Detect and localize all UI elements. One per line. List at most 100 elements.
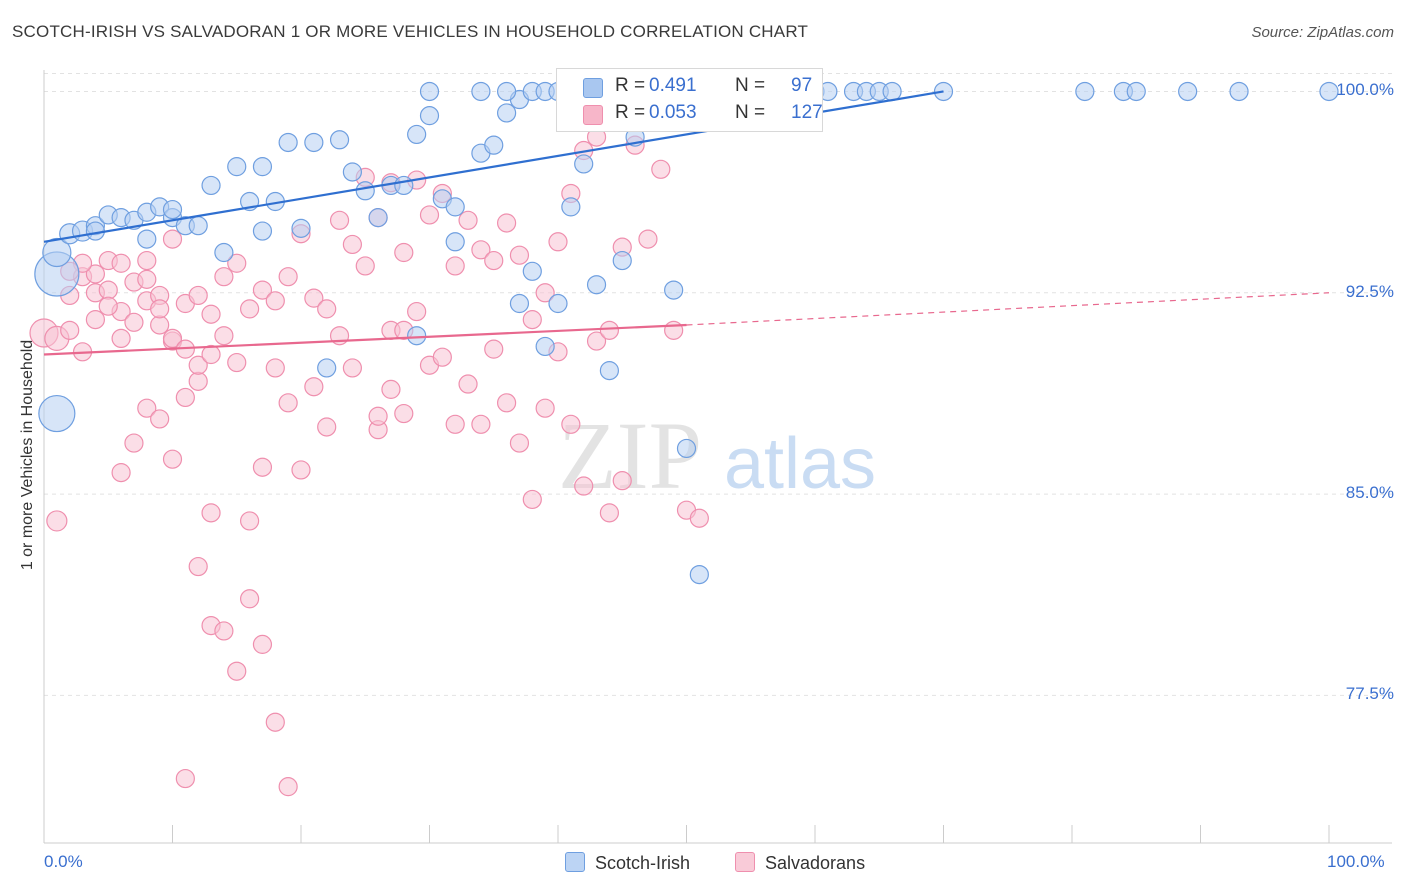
- data-point: [484, 339, 504, 359]
- data-point: [535, 336, 555, 357]
- data-point: [355, 256, 375, 276]
- series-name: Scotch-Irish: [595, 853, 691, 873]
- data-point: [445, 197, 465, 217]
- data-point: [664, 280, 684, 300]
- data-point: [252, 634, 273, 654]
- data-point: [471, 414, 491, 434]
- data-point: [278, 777, 298, 797]
- data-point: [188, 371, 208, 391]
- data-point: [188, 355, 208, 375]
- source-label: Source: ZipAtlas.com: [1251, 24, 1394, 41]
- data-point: [214, 326, 234, 346]
- data-point: [445, 414, 465, 434]
- n-value: 127: [791, 102, 823, 123]
- n-label: N =: [735, 102, 766, 123]
- series-name: Salvadorans: [765, 853, 866, 873]
- data-point: [150, 299, 170, 319]
- data-point: [1126, 81, 1146, 102]
- data-point: [497, 81, 517, 102]
- data-point: [240, 299, 260, 319]
- data-point: [497, 103, 517, 123]
- data-point: [162, 199, 183, 220]
- data-point: [240, 511, 260, 531]
- data-point: [497, 213, 517, 233]
- data-point: [586, 275, 607, 295]
- data-point: [471, 81, 491, 102]
- data-point: [201, 344, 221, 365]
- n-value: 97: [791, 75, 813, 96]
- data-point: [201, 304, 221, 324]
- legend-swatch-pink: [735, 852, 755, 872]
- r-value: 0.491: [649, 75, 697, 96]
- r-value: 0.053: [649, 102, 697, 123]
- data-point: [599, 361, 620, 381]
- data-point: [188, 216, 208, 236]
- y-tick-label: 92.5%: [1345, 281, 1394, 301]
- data-point: [432, 347, 452, 367]
- data-point: [1075, 81, 1095, 102]
- data-point: [342, 358, 362, 378]
- data-point: [445, 256, 465, 276]
- data-point: [548, 293, 568, 314]
- data-point: [329, 130, 350, 150]
- data-point: [175, 387, 195, 408]
- data-point: [42, 237, 72, 268]
- x-tick-label-max: 100.0%: [1327, 852, 1385, 871]
- data-point: [509, 433, 530, 453]
- data-point: [1229, 81, 1249, 102]
- data-point: [265, 712, 285, 732]
- data-point: [162, 328, 183, 349]
- data-point: [407, 124, 427, 145]
- data-point: [291, 460, 311, 480]
- data-point: [188, 285, 208, 306]
- data-point: [240, 589, 260, 609]
- stats-legend: R = 0.491 N = 97 R = 0.053 N = 127: [556, 68, 823, 132]
- data-point: [484, 135, 504, 155]
- data-point: [458, 210, 478, 230]
- data-point: [317, 299, 337, 319]
- data-point: [586, 331, 607, 351]
- legend-swatch-blue: [583, 78, 603, 98]
- data-point: [368, 406, 388, 426]
- data-point: [574, 154, 594, 174]
- data-point: [278, 393, 298, 413]
- data-point: [407, 326, 427, 346]
- data-point: [137, 398, 157, 418]
- data-point: [214, 621, 234, 641]
- data-point: [252, 280, 273, 300]
- data-point: [150, 409, 170, 429]
- data-point: [535, 398, 555, 418]
- data-point: [201, 175, 221, 196]
- data-point: [291, 218, 311, 238]
- data-point: [445, 232, 465, 252]
- data-point: [252, 221, 273, 241]
- data-point: [419, 106, 440, 126]
- x-tick-label-min: 0.0%: [44, 852, 83, 871]
- data-point: [1178, 81, 1198, 102]
- data-point: [689, 508, 709, 528]
- data-point: [1319, 81, 1339, 102]
- r-label: R =: [615, 75, 646, 96]
- data-point: [85, 310, 106, 330]
- data-point: [509, 245, 530, 265]
- data-point: [227, 157, 247, 177]
- legend-swatch-pink: [583, 105, 603, 125]
- data-point: [522, 310, 542, 330]
- data-point: [98, 280, 118, 300]
- data-point: [368, 208, 388, 228]
- watermark-atlas: atlas: [724, 424, 876, 504]
- data-point: [304, 288, 324, 308]
- data-point: [419, 205, 440, 225]
- data-point: [612, 471, 632, 491]
- data-point: [599, 503, 620, 523]
- data-point: [638, 229, 658, 249]
- data-point: [124, 433, 144, 453]
- data-point: [252, 457, 273, 477]
- data-point: [111, 253, 131, 273]
- series-legend-salvadorans: Salvadorans: [735, 852, 865, 874]
- data-point: [175, 768, 195, 789]
- data-point: [137, 269, 157, 289]
- data-point: [227, 352, 247, 373]
- data-point: [407, 301, 427, 322]
